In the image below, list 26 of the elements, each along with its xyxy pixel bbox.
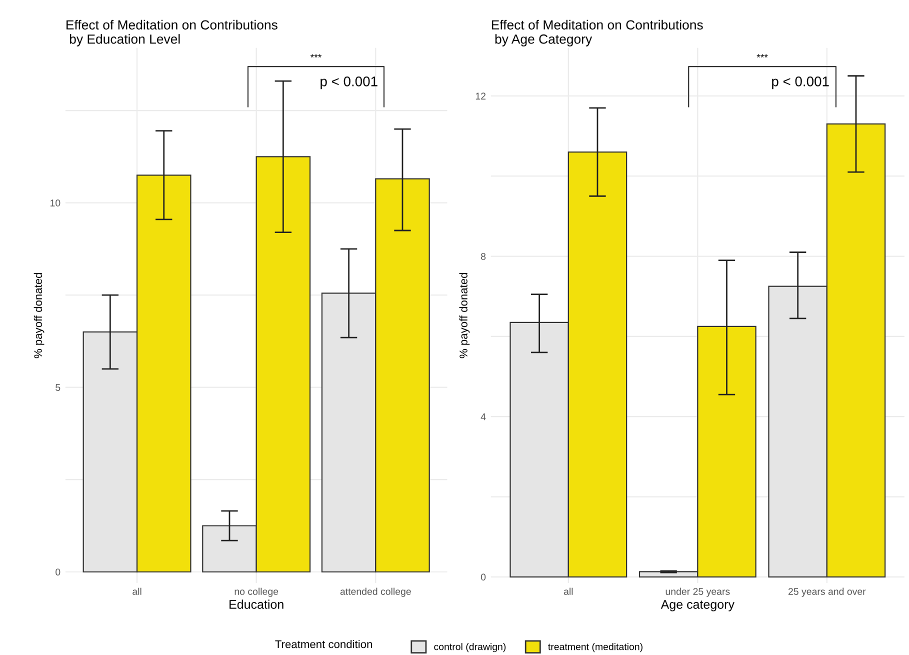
x-tick-label: all bbox=[564, 588, 573, 595]
chart-title: Effect of Meditation on Contributions by Education Level bbox=[66, 20, 278, 46]
annotation: p < 0.001 bbox=[320, 76, 378, 90]
y-tick-label: 10 bbox=[50, 200, 60, 206]
y-tick-label: 4 bbox=[480, 413, 486, 420]
y-tick-label: 0 bbox=[56, 568, 60, 576]
y-tick-label: 5 bbox=[56, 384, 60, 391]
x-tick-label: 25 years and over bbox=[788, 588, 866, 597]
y-axis-title: % payoff donated bbox=[459, 272, 470, 358]
legend-label: control (drawign) bbox=[434, 643, 506, 652]
legend-title: Treatment condition bbox=[275, 640, 372, 648]
annotation: p < 0.001 bbox=[772, 76, 829, 90]
x-axis-title: Education bbox=[230, 600, 284, 609]
x-axis-title: Age category bbox=[660, 600, 734, 612]
y-tick-label: 8 bbox=[481, 252, 486, 260]
x-tick-label: under 25 years bbox=[666, 588, 730, 597]
legend-label: treatment (meditation) bbox=[548, 643, 642, 652]
x-tick-label: attended college bbox=[340, 588, 411, 597]
annotation: *** bbox=[756, 54, 768, 58]
chart-title: Effect of Meditation on Contributions by Age Category bbox=[492, 20, 703, 46]
x-tick-label: no college bbox=[234, 588, 278, 597]
x-tick-label: all bbox=[132, 588, 142, 595]
annotation: *** bbox=[310, 54, 322, 58]
y-tick-label: 0 bbox=[480, 574, 486, 581]
y-tick-label: 12 bbox=[476, 92, 486, 100]
y-axis-title: % payoff donated bbox=[34, 272, 44, 358]
